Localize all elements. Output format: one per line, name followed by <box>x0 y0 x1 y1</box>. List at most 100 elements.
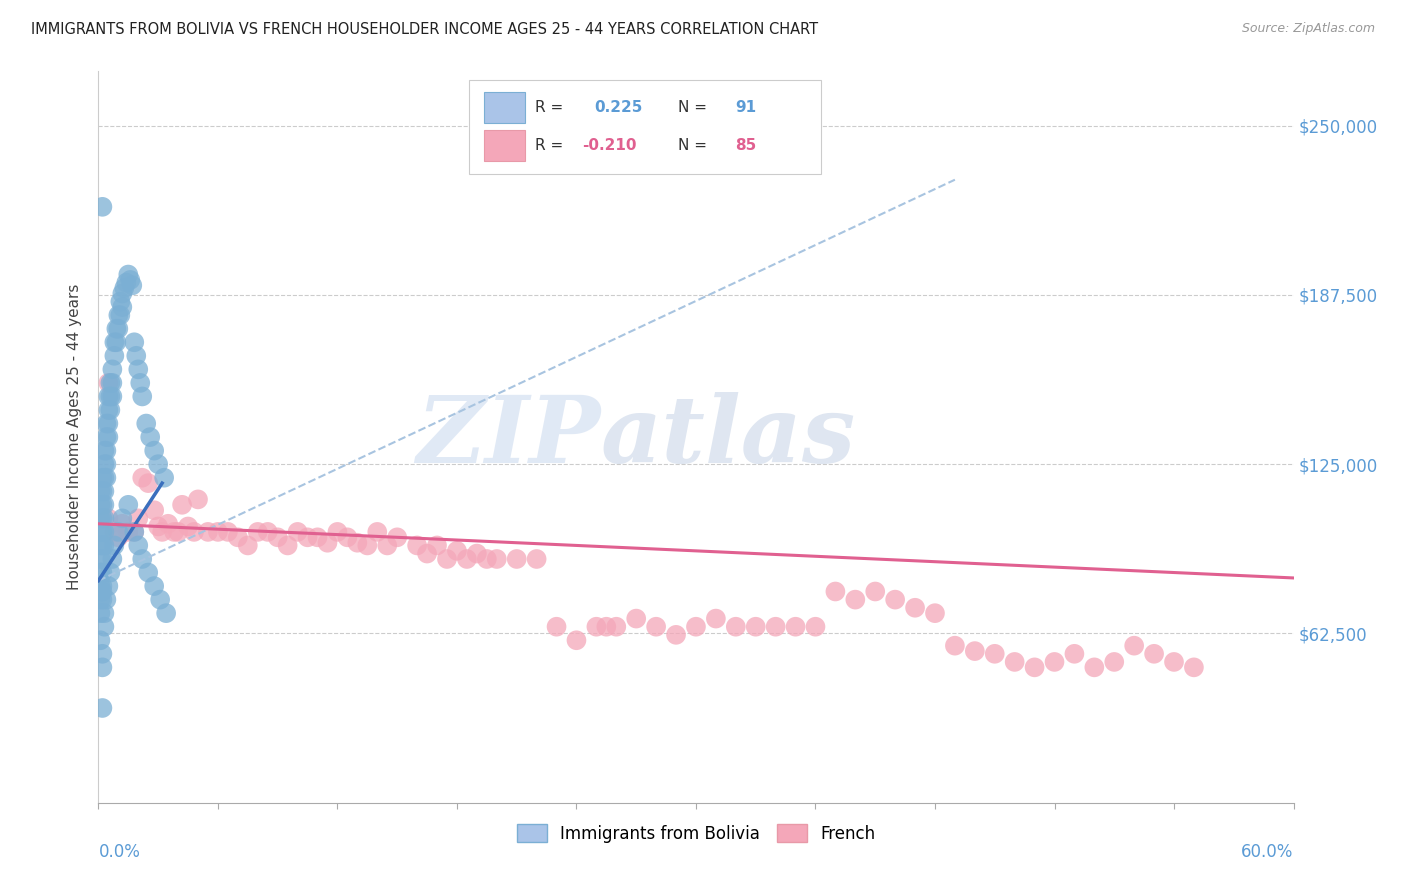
Y-axis label: Householder Income Ages 25 - 44 years: Householder Income Ages 25 - 44 years <box>67 284 83 591</box>
Point <box>167 524 190 539</box>
Point <box>91 701 114 715</box>
Point <box>93 620 115 634</box>
Point <box>91 511 114 525</box>
Point <box>121 278 143 293</box>
Point <box>98 376 122 390</box>
Point <box>101 376 124 390</box>
Point <box>246 524 269 539</box>
Point <box>1043 655 1066 669</box>
Point <box>1123 639 1146 653</box>
Point <box>127 362 149 376</box>
Point <box>149 592 172 607</box>
Point <box>112 281 135 295</box>
Point <box>91 200 114 214</box>
Point <box>436 552 458 566</box>
Point <box>97 403 120 417</box>
Point <box>135 417 157 431</box>
Point <box>91 566 114 580</box>
Point <box>585 620 607 634</box>
Point <box>96 417 118 431</box>
Point <box>117 498 139 512</box>
Point <box>157 516 180 531</box>
FancyBboxPatch shape <box>485 130 524 161</box>
Point <box>91 579 114 593</box>
Point <box>804 620 827 634</box>
Point <box>197 524 219 539</box>
Point <box>131 552 153 566</box>
Point <box>103 538 125 552</box>
Point <box>148 519 170 533</box>
Point <box>93 524 115 539</box>
Point <box>91 647 114 661</box>
Point <box>91 484 114 499</box>
Point <box>89 566 111 580</box>
Point <box>704 611 727 625</box>
Point <box>416 547 439 561</box>
Point <box>605 620 627 634</box>
Point <box>107 530 129 544</box>
Point <box>406 538 429 552</box>
Point <box>143 443 166 458</box>
Point <box>316 535 339 549</box>
Point <box>172 498 194 512</box>
Point <box>110 294 132 309</box>
Point <box>336 530 359 544</box>
Point <box>685 620 707 634</box>
Point <box>865 584 887 599</box>
Point <box>546 620 568 634</box>
Point <box>98 403 122 417</box>
Point <box>93 471 115 485</box>
Point <box>475 552 498 566</box>
Point <box>89 592 111 607</box>
Point <box>153 471 176 485</box>
Point <box>785 620 807 634</box>
Point <box>485 552 508 566</box>
Point <box>226 530 249 544</box>
Point <box>115 276 138 290</box>
Text: IMMIGRANTS FROM BOLIVIA VS FRENCH HOUSEHOLDER INCOME AGES 25 - 44 YEARS CORRELAT: IMMIGRANTS FROM BOLIVIA VS FRENCH HOUSEH… <box>31 22 818 37</box>
Point <box>1004 655 1026 669</box>
Point <box>385 530 409 544</box>
Text: R =: R = <box>534 100 562 115</box>
Point <box>89 633 111 648</box>
Point <box>91 498 114 512</box>
Point <box>665 628 688 642</box>
Point <box>287 524 309 539</box>
Point <box>93 498 115 512</box>
Point <box>131 389 153 403</box>
Point <box>96 443 118 458</box>
Point <box>105 335 128 350</box>
Point <box>125 349 148 363</box>
Point <box>124 335 146 350</box>
Point <box>1104 655 1126 669</box>
Text: R =: R = <box>534 137 562 153</box>
Point <box>124 524 146 539</box>
Point <box>127 511 149 525</box>
Text: 0.0%: 0.0% <box>98 843 141 861</box>
Point <box>1024 660 1046 674</box>
Point <box>765 620 787 634</box>
Point <box>724 620 747 634</box>
Point <box>89 484 111 499</box>
Point <box>307 530 329 544</box>
Point <box>183 524 205 539</box>
Point <box>366 524 388 539</box>
Point <box>506 552 529 566</box>
FancyBboxPatch shape <box>485 92 524 122</box>
Point <box>155 606 177 620</box>
Point <box>107 308 129 322</box>
Point <box>143 503 166 517</box>
Point <box>103 335 125 350</box>
Point <box>375 538 398 552</box>
Point <box>645 620 668 634</box>
Point <box>1143 647 1166 661</box>
Text: -0.210: -0.210 <box>582 137 637 153</box>
Point <box>101 389 124 403</box>
Point <box>91 524 114 539</box>
Point <box>97 389 120 403</box>
Point <box>97 430 120 444</box>
Point <box>105 322 128 336</box>
Point <box>297 530 319 544</box>
Point <box>117 268 139 282</box>
Point <box>127 538 149 552</box>
